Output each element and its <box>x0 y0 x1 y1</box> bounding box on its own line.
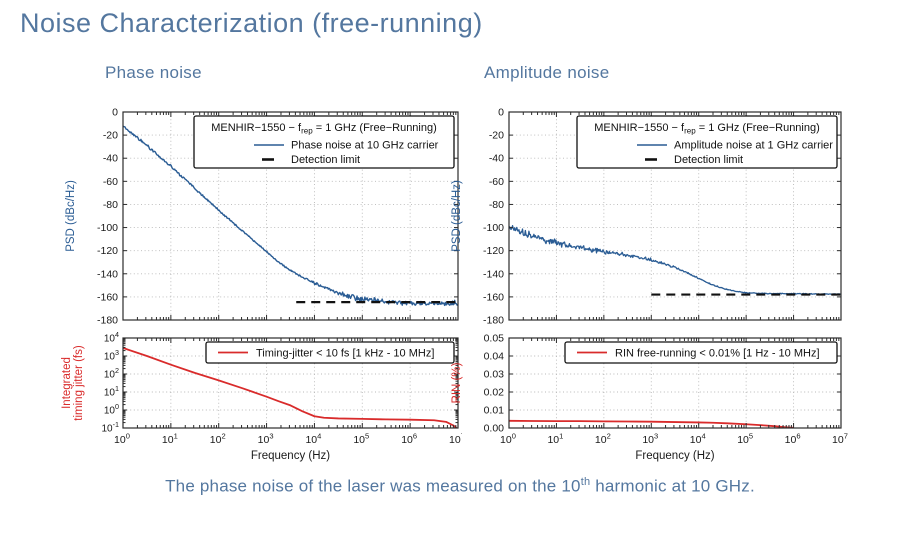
svg-text:Frequency (Hz): Frequency (Hz) <box>635 450 714 462</box>
svg-text:-100: -100 <box>483 222 504 234</box>
svg-text:100: 100 <box>114 432 130 447</box>
svg-text:-140: -140 <box>483 268 504 280</box>
svg-text:Phase noise at 10 GHz carrier: Phase noise at 10 GHz carrier <box>291 140 439 152</box>
svg-text:Frequency (Hz): Frequency (Hz) <box>251 450 330 462</box>
svg-text:107: 107 <box>832 432 848 447</box>
svg-text:0.01: 0.01 <box>484 405 505 417</box>
svg-text:-20: -20 <box>103 130 118 142</box>
svg-text:102: 102 <box>595 432 611 447</box>
svg-text:103: 103 <box>104 348 119 363</box>
svg-text:-80: -80 <box>103 199 118 211</box>
svg-text:-160: -160 <box>483 291 504 303</box>
svg-text:PSD (dBc/Hz): PSD (dBc/Hz) <box>65 180 77 252</box>
svg-text:-100: -100 <box>97 222 118 234</box>
svg-text:-160: -160 <box>97 291 118 303</box>
svg-text:0.05: 0.05 <box>484 333 505 345</box>
caption: The phase noise of the laser was measure… <box>0 476 920 497</box>
amplitude-noise-chart: 0 -20 -40 -60 -80 -100 -120 -140 -160 -180 PSD (dB… <box>451 107 842 327</box>
svg-text:-120: -120 <box>97 245 118 257</box>
svg-text:104: 104 <box>690 432 706 447</box>
svg-text:-120: -120 <box>483 245 504 257</box>
svg-text:107: 107 <box>449 432 462 447</box>
svg-text:102: 102 <box>210 432 226 447</box>
svg-text:-180: -180 <box>483 315 504 327</box>
section-label-phase-noise: Phase noise <box>105 63 202 82</box>
svg-text:103: 103 <box>258 432 274 447</box>
svg-text:106: 106 <box>401 432 417 447</box>
svg-text:0: 0 <box>112 107 118 119</box>
svg-text:-140: -140 <box>97 268 118 280</box>
svg-text:Integrated: Integrated <box>61 357 73 409</box>
svg-text:PSD (dBc/Hz): PSD (dBc/Hz) <box>451 180 463 252</box>
svg-text:105: 105 <box>737 432 753 447</box>
svg-text:Timing-jitter < 10 fs [1 kHz -: Timing-jitter < 10 fs [1 kHz - 10 MHz] <box>256 348 434 360</box>
svg-text:0.03: 0.03 <box>484 369 505 381</box>
svg-text:101: 101 <box>162 432 178 447</box>
slide-title: Noise Characterization (free-running) <box>20 8 483 38</box>
svg-text:Amplitude noise at 1 GHz carri: Amplitude noise at 1 GHz carrier <box>674 140 833 152</box>
caption-superscript: th <box>580 476 591 488</box>
svg-text:103: 103 <box>642 432 658 447</box>
svg-text:-60: -60 <box>103 176 118 188</box>
svg-text:104: 104 <box>104 331 119 345</box>
svg-text:MENHIR−1550 − frep = 1 GHz (Fr: MENHIR−1550 − frep = 1 GHz (Free−Running… <box>211 122 437 136</box>
svg-text:RIN (%): RIN (%) <box>451 362 463 403</box>
svg-text:0.00: 0.00 <box>484 423 505 435</box>
svg-text:-180: -180 <box>97 315 118 327</box>
svg-text:102: 102 <box>104 366 119 381</box>
svg-text:100: 100 <box>500 432 516 447</box>
section-label-amplitude-noise: Amplitude noise <box>484 63 610 82</box>
svg-text:-40: -40 <box>103 153 118 165</box>
svg-text:10-1: 10-1 <box>101 420 119 435</box>
svg-text:100: 100 <box>104 402 119 417</box>
svg-text:MENHIR−1550 − frep = 1 GHz (Fr: MENHIR−1550 − frep = 1 GHz (Free−Running… <box>594 122 820 136</box>
caption-text-after: harmonic at 10 GHz. <box>590 476 755 496</box>
svg-text:0.02: 0.02 <box>484 387 505 399</box>
caption-text-before: The phase noise of the laser was measure… <box>165 476 581 496</box>
svg-text:106: 106 <box>785 432 801 447</box>
svg-text:-20: -20 <box>489 130 504 142</box>
svg-text:Detection limit: Detection limit <box>291 154 360 166</box>
svg-text:-40: -40 <box>489 153 504 165</box>
phase-noise-chart: 0 -20 -40 -60 -80 -100 -120 -140 -160 -180 PSD (dB… <box>65 107 459 327</box>
svg-text:0.04: 0.04 <box>484 351 505 363</box>
svg-text:104: 104 <box>305 432 321 447</box>
svg-text:101: 101 <box>104 384 119 399</box>
svg-text:0: 0 <box>498 107 504 119</box>
svg-text:105: 105 <box>353 432 369 447</box>
svg-text:101: 101 <box>547 432 563 447</box>
svg-text:-60: -60 <box>489 176 504 188</box>
svg-text:RIN free-running < 0.01% [1 Hz: RIN free-running < 0.01% [1 Hz - 10 MHz] <box>615 348 820 360</box>
svg-text:Detection limit: Detection limit <box>674 154 743 166</box>
svg-text:timing jitter (fs): timing jitter (fs) <box>73 345 85 421</box>
svg-text:-80: -80 <box>489 199 504 211</box>
